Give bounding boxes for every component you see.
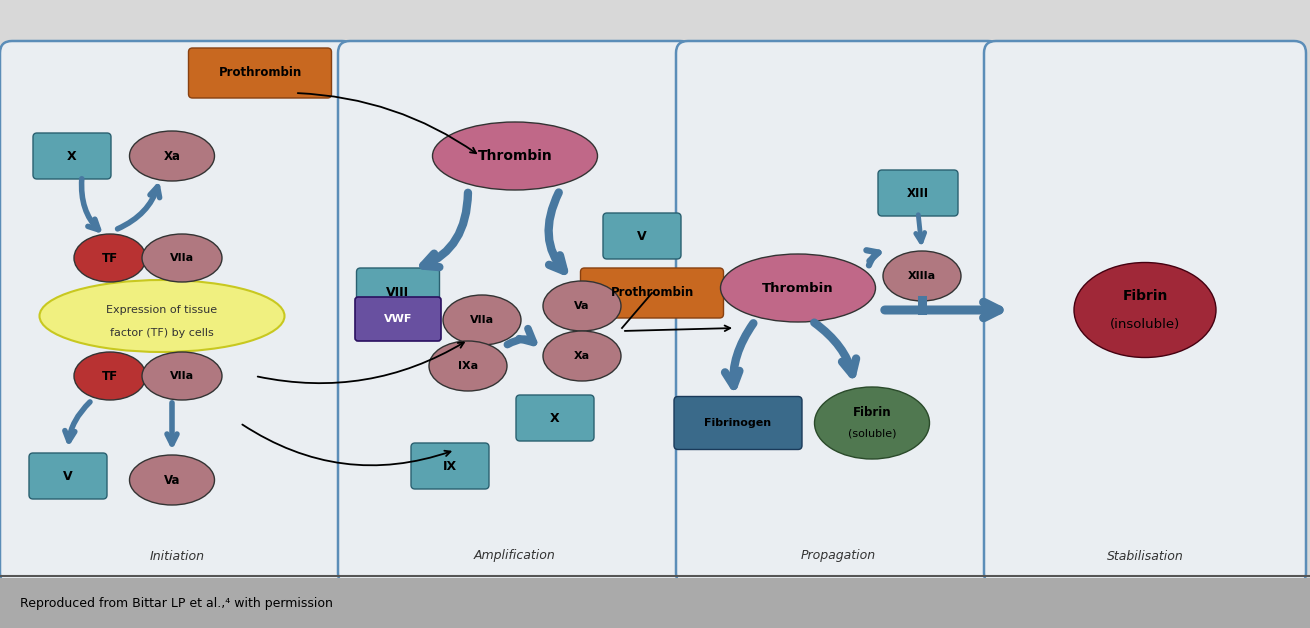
Text: Xa: Xa xyxy=(574,351,590,361)
Text: VIII: VIII xyxy=(386,286,410,300)
Ellipse shape xyxy=(883,251,962,301)
FancyBboxPatch shape xyxy=(356,268,439,318)
Text: Fibrin: Fibrin xyxy=(853,406,891,419)
FancyBboxPatch shape xyxy=(33,133,111,179)
Text: XIIIa: XIIIa xyxy=(908,271,937,281)
Ellipse shape xyxy=(73,234,145,282)
FancyBboxPatch shape xyxy=(338,41,692,585)
FancyBboxPatch shape xyxy=(603,213,681,259)
Ellipse shape xyxy=(916,308,927,313)
Ellipse shape xyxy=(39,280,284,352)
Text: Expression of tissue: Expression of tissue xyxy=(106,305,217,315)
Text: Fibrin: Fibrin xyxy=(1123,289,1167,303)
FancyBboxPatch shape xyxy=(878,170,958,216)
Text: TF: TF xyxy=(102,251,118,264)
FancyBboxPatch shape xyxy=(29,453,107,499)
Ellipse shape xyxy=(130,455,215,505)
Text: Xa: Xa xyxy=(164,149,181,163)
Text: Fibrinogen: Fibrinogen xyxy=(705,418,772,428)
Ellipse shape xyxy=(428,341,507,391)
Text: X: X xyxy=(67,149,77,163)
Text: X: X xyxy=(550,411,559,425)
FancyBboxPatch shape xyxy=(189,48,331,98)
Text: VIIa: VIIa xyxy=(470,315,494,325)
Text: Thrombin: Thrombin xyxy=(762,281,833,295)
Ellipse shape xyxy=(815,387,930,459)
FancyBboxPatch shape xyxy=(355,297,441,341)
Text: Initiation: Initiation xyxy=(149,550,204,563)
Text: Va: Va xyxy=(574,301,590,311)
Text: Thrombin: Thrombin xyxy=(478,149,553,163)
Text: Amplification: Amplification xyxy=(474,550,555,563)
FancyBboxPatch shape xyxy=(984,41,1306,585)
Text: V: V xyxy=(637,229,647,242)
Text: IXa: IXa xyxy=(458,361,478,371)
Ellipse shape xyxy=(1074,263,1216,357)
Text: XIII: XIII xyxy=(907,187,929,200)
FancyBboxPatch shape xyxy=(676,41,1000,585)
Text: VWF: VWF xyxy=(384,314,413,324)
Text: IX: IX xyxy=(443,460,457,472)
FancyBboxPatch shape xyxy=(0,578,1310,628)
FancyBboxPatch shape xyxy=(675,396,802,450)
FancyBboxPatch shape xyxy=(516,395,593,441)
FancyBboxPatch shape xyxy=(411,443,489,489)
Text: Prothrombin: Prothrombin xyxy=(219,67,301,80)
Ellipse shape xyxy=(443,295,521,345)
Text: Propagation: Propagation xyxy=(800,550,875,563)
Ellipse shape xyxy=(130,131,215,181)
Text: factor (TF) by cells: factor (TF) by cells xyxy=(110,328,214,338)
Ellipse shape xyxy=(544,281,621,331)
Text: VIIa: VIIa xyxy=(170,371,194,381)
Text: Reproduced from Bittar LP et al.,⁴ with permission: Reproduced from Bittar LP et al.,⁴ with … xyxy=(20,597,333,610)
Text: Stabilisation: Stabilisation xyxy=(1107,550,1183,563)
Text: (insoluble): (insoluble) xyxy=(1110,318,1180,331)
FancyBboxPatch shape xyxy=(0,41,354,585)
FancyBboxPatch shape xyxy=(580,268,723,318)
Ellipse shape xyxy=(432,122,597,190)
Text: TF: TF xyxy=(102,369,118,382)
Text: Va: Va xyxy=(164,474,181,487)
Ellipse shape xyxy=(544,331,621,381)
Text: V: V xyxy=(63,470,73,482)
Ellipse shape xyxy=(73,352,145,400)
Text: VIIa: VIIa xyxy=(170,253,194,263)
Ellipse shape xyxy=(721,254,875,322)
Text: Prothrombin: Prothrombin xyxy=(610,286,693,300)
Text: (soluble): (soluble) xyxy=(848,429,896,439)
Ellipse shape xyxy=(141,234,221,282)
Ellipse shape xyxy=(141,352,221,400)
